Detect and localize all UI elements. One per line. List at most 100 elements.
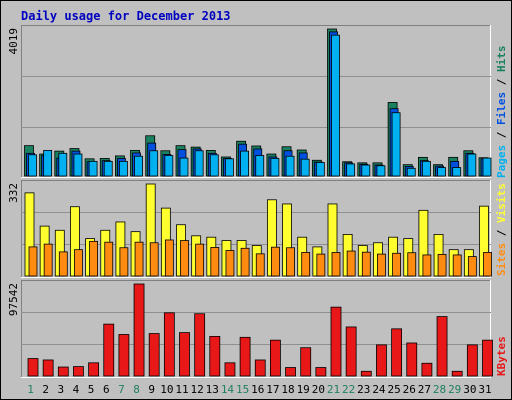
pages-bar <box>209 154 219 177</box>
day-label: 27 <box>418 383 431 396</box>
chart-title: Daily usage for December 2013 <box>21 9 231 23</box>
panel-visits-side-label-part: Visits <box>495 183 508 223</box>
kbytes-bar <box>118 334 130 377</box>
day-label: 14 <box>221 383 235 396</box>
day-label: 10 <box>160 383 173 396</box>
pages-bar <box>103 160 113 177</box>
pages-bar <box>164 155 174 177</box>
sites-bar <box>286 247 295 277</box>
day-label: 18 <box>281 383 294 396</box>
sites-bar <box>195 243 205 277</box>
day-label: 17 <box>266 383 279 396</box>
pages-bar <box>73 153 83 177</box>
sites-bar <box>452 254 462 277</box>
pages-bar <box>421 160 431 177</box>
pages-bar <box>437 167 446 177</box>
sites-bar <box>180 240 189 277</box>
sites-bar <box>58 251 68 277</box>
kbytes-bar <box>133 283 145 377</box>
kbytes-bar <box>254 359 266 377</box>
sites-bar <box>240 247 250 277</box>
sites-bar <box>28 246 38 277</box>
panel-kbytes-max-label: 97542 <box>7 283 20 316</box>
pages-bar <box>331 34 340 177</box>
kbytes-bar <box>27 358 39 377</box>
day-label: 2 <box>42 383 49 396</box>
pages-bar <box>134 155 143 177</box>
kbytes-bar <box>376 344 387 377</box>
kbytes-bar <box>88 362 99 377</box>
pages-bar <box>255 155 265 177</box>
pages-bar <box>43 149 53 177</box>
day-label: 12 <box>191 383 204 396</box>
day-label: 28 <box>433 383 446 396</box>
pages-bar <box>285 155 295 177</box>
pages-bar <box>346 163 356 177</box>
kbytes-bar <box>360 370 372 377</box>
pages-bar <box>179 157 189 177</box>
kbytes-bar <box>224 362 236 377</box>
day-label: 31 <box>478 383 491 396</box>
pages-bar <box>240 150 250 177</box>
day-label: 11 <box>175 383 188 396</box>
kbytes-bar <box>57 366 69 377</box>
sites-bar <box>134 241 144 277</box>
day-axis: 1 2 3 4 5 6 7 8 9 10 11 12 13 14 15 16 17 18 19 20 21 22 23 24 2… <box>27 383 491 396</box>
sites-bar <box>89 240 98 277</box>
kbytes-bar <box>269 339 281 377</box>
sites-bar <box>331 252 341 277</box>
pages-bar <box>225 158 234 177</box>
pages-bar <box>482 157 492 177</box>
day-label: 22 <box>342 383 355 396</box>
kbytes-bar <box>436 316 448 377</box>
sites-bar <box>377 253 386 277</box>
kbytes-bar <box>482 339 493 377</box>
pages-bar <box>28 154 37 177</box>
sites-bar <box>74 249 83 277</box>
day-label: 6 <box>103 383 110 396</box>
panel-hits-side-label-part: Hits <box>495 46 508 73</box>
pages-bar <box>300 158 310 177</box>
sites-bar <box>301 252 311 277</box>
day-label: 21 <box>327 383 340 396</box>
sites-bar <box>407 252 417 277</box>
sites-bar <box>467 256 477 277</box>
panel-hits-side-label-part: / <box>495 72 508 92</box>
day-label: 1 <box>27 383 34 396</box>
pages-bar <box>452 167 462 177</box>
panel-hits-side-label-part: / <box>495 125 508 145</box>
sites-bar <box>43 243 53 277</box>
day-label: 5 <box>88 383 95 396</box>
kbytes-bar <box>103 323 115 377</box>
sites-bar <box>483 252 492 277</box>
panel-visits-side-label-part: / <box>495 223 508 243</box>
kbytes-bar <box>285 367 296 377</box>
kbytes-bar <box>345 326 357 377</box>
sites-bar <box>119 247 129 277</box>
kbytes-bar <box>239 336 251 377</box>
kbytes-bar <box>194 313 206 377</box>
sites-bar <box>210 247 220 277</box>
pages-bar <box>58 152 68 177</box>
day-label: 13 <box>206 383 219 396</box>
panel-hits-side-label-part: Files <box>495 92 508 125</box>
pages-bar <box>406 167 416 177</box>
pages-bar <box>361 164 371 177</box>
kbytes-bar <box>73 366 84 377</box>
sites-bar <box>346 250 356 277</box>
day-label: 4 <box>73 383 80 396</box>
sites-bar <box>255 253 265 277</box>
kbytes-bar <box>451 370 463 377</box>
panel-hits-side-label-part: Pages <box>495 145 508 178</box>
day-label: 3 <box>57 383 64 396</box>
panel-kbytes-side-label: KBytes <box>495 336 508 376</box>
sites-bar <box>270 246 280 277</box>
pages-bar <box>376 165 386 177</box>
day-label: 29 <box>448 383 461 396</box>
pages-bar <box>391 112 401 177</box>
chart-panels: 4019 Pages / Files / Hits 332 Sites / Visit… <box>7 25 508 378</box>
day-label: 19 <box>297 383 310 396</box>
day-label: 24 <box>372 383 386 396</box>
day-label: 25 <box>387 383 400 396</box>
